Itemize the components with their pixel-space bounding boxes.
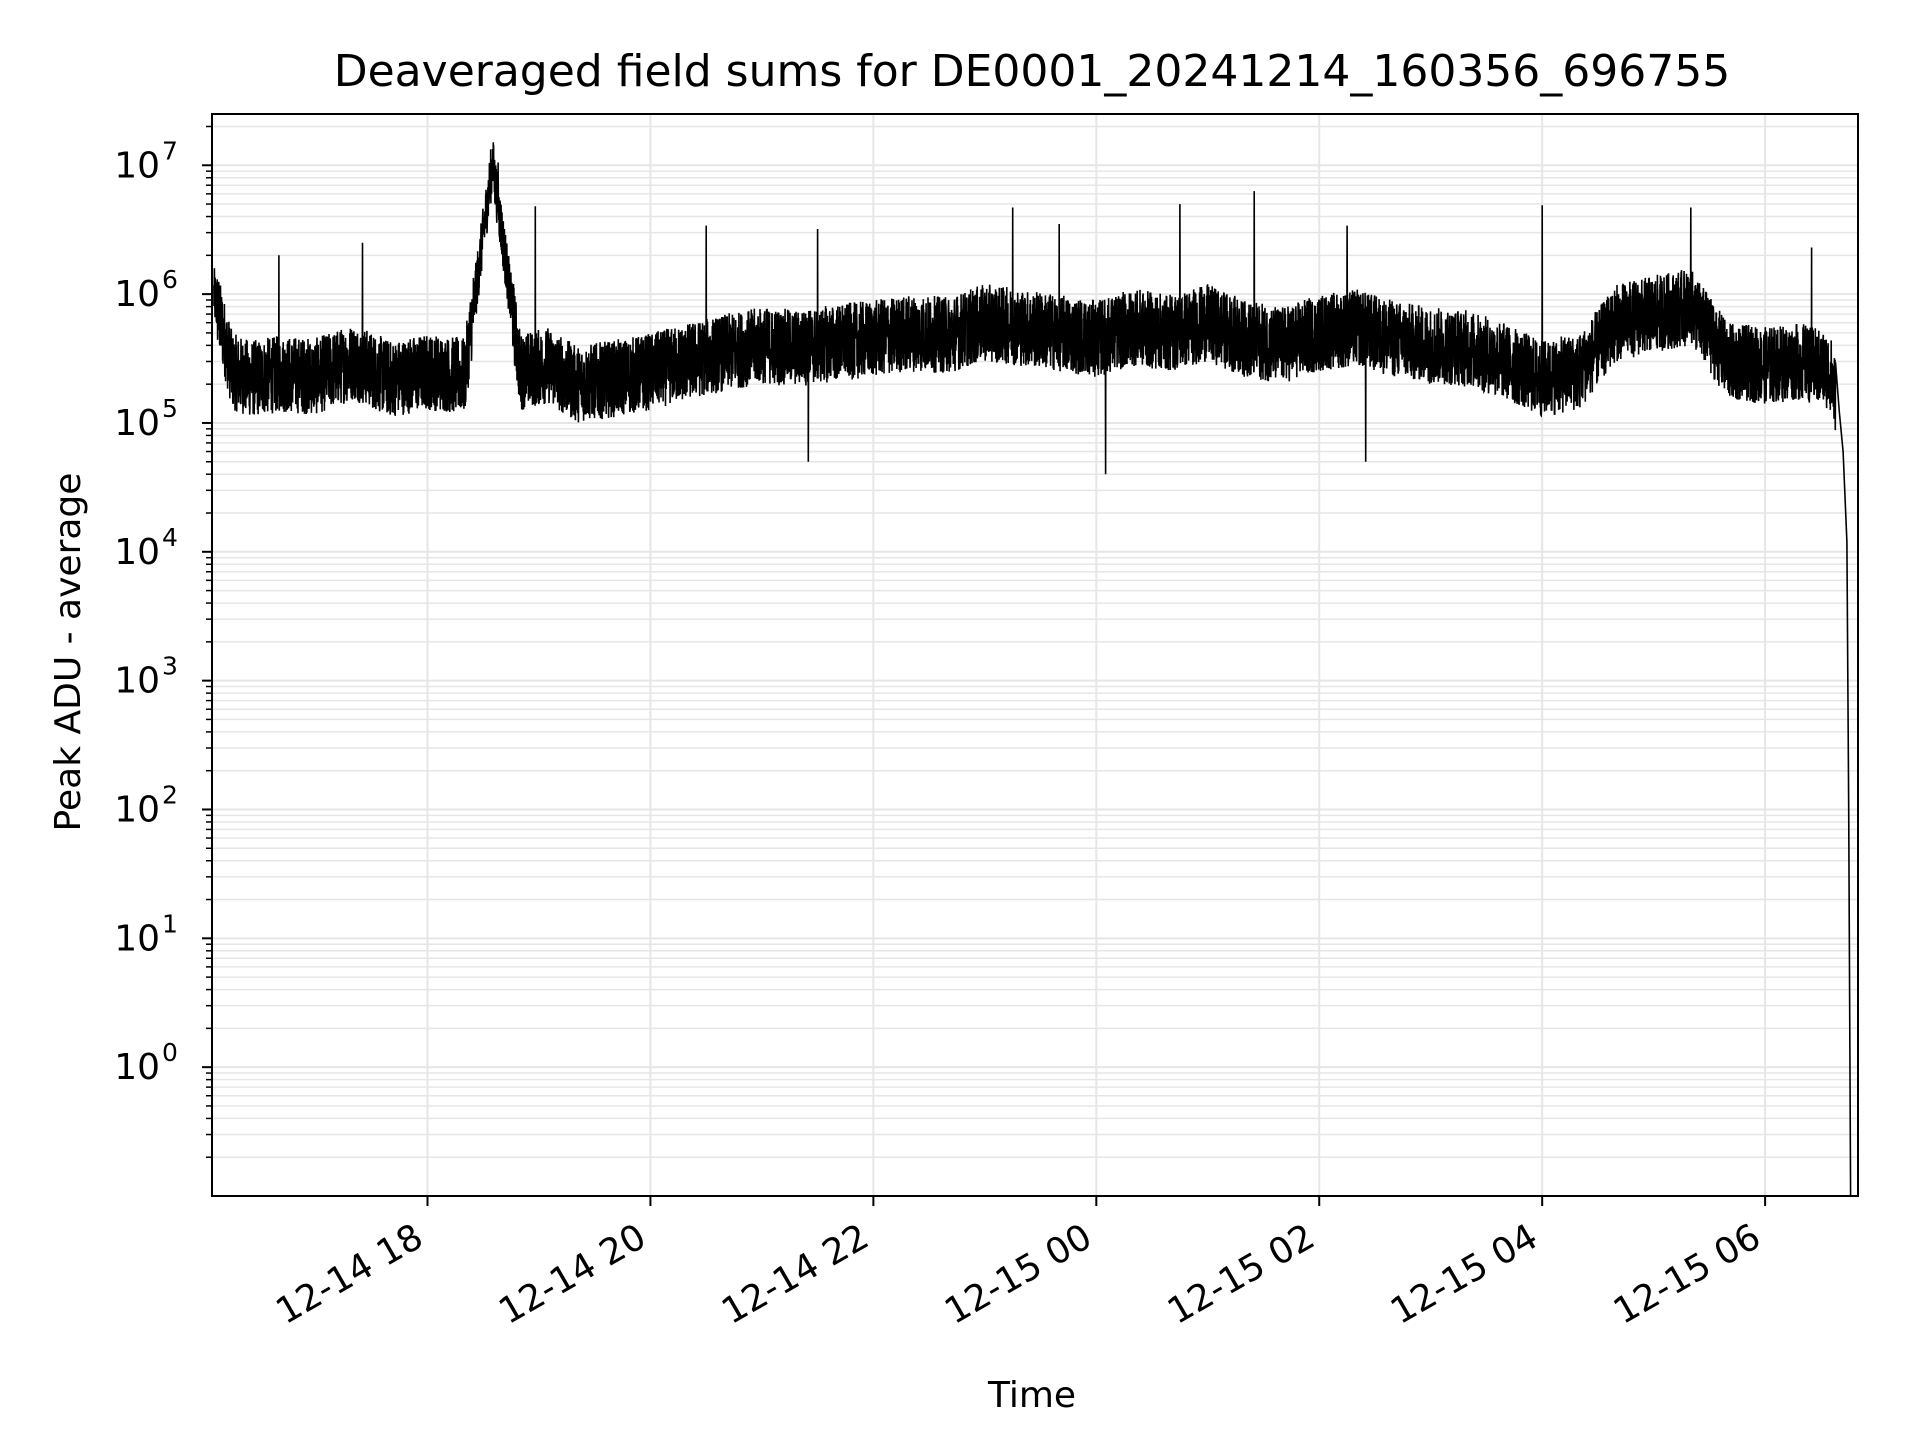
y-tick-label: 10 xyxy=(114,403,160,444)
y-tick-label: 10 xyxy=(114,1047,160,1088)
y-tick-exponent: 4 xyxy=(162,523,178,552)
plot-frame xyxy=(211,113,1859,1197)
y-tick-exponent: 0 xyxy=(162,1038,178,1067)
y-tick-exponent: 2 xyxy=(162,780,178,809)
chart-title: Deaveraged field sums for DE0001_2024121… xyxy=(334,46,1731,97)
y-tick-label: 10 xyxy=(114,532,160,573)
y-tick-exponent: 7 xyxy=(162,136,178,165)
x-axis-label: Time xyxy=(987,1375,1076,1416)
y-tick-label: 10 xyxy=(114,274,160,315)
y-tick-label: 10 xyxy=(114,661,160,702)
grid-layer xyxy=(212,114,1858,1197)
y-tick-label: 10 xyxy=(114,918,160,959)
y-tick-label: 10 xyxy=(114,145,160,186)
y-axis-label: Peak ADU - average xyxy=(48,473,89,832)
y-tick-exponent: 5 xyxy=(162,394,178,423)
y-tick-label: 10 xyxy=(114,789,160,830)
series-line xyxy=(213,142,1852,1197)
y-tick-exponent: 1 xyxy=(162,909,178,938)
y-tick-exponent: 6 xyxy=(162,265,178,294)
y-tick-exponent: 3 xyxy=(162,652,178,681)
series-layer xyxy=(213,142,1852,1197)
